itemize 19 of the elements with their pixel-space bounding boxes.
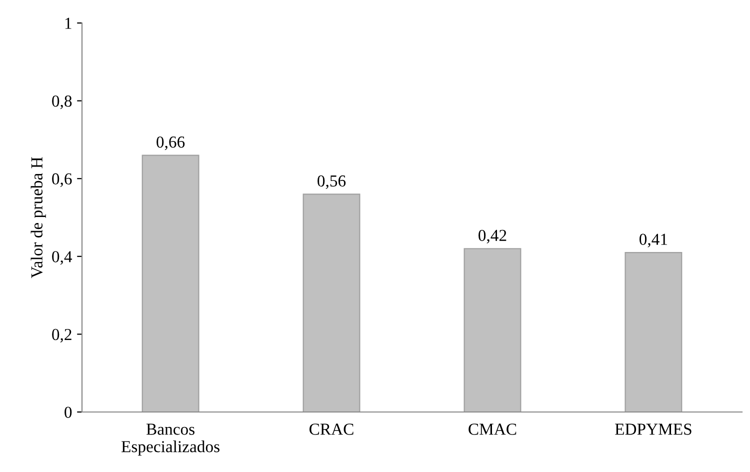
y-tick-label: 0,4 — [52, 251, 72, 265]
y-tick-label: 0,8 — [52, 96, 72, 110]
y-tick-label: 1 — [65, 18, 72, 29]
x-tick-label: EDPYMES — [615, 424, 692, 435]
x-tick-label: CMAC — [468, 424, 516, 435]
y-tick-label: 0,2 — [52, 328, 72, 343]
data-label: 0,56 — [318, 175, 346, 190]
bar — [464, 248, 522, 412]
data-label: 0,66 — [156, 136, 185, 150]
data-label: 0,41 — [640, 234, 668, 248]
bar — [624, 252, 682, 412]
bar — [142, 154, 200, 412]
y-tick-label: 0 — [64, 406, 72, 418]
x-tick-label: Bancos Especializados — [122, 424, 220, 456]
data-label: 0,42 — [478, 230, 506, 244]
x-tick-label: CRAC — [310, 424, 354, 435]
y-axis-title: Valor de prueba H — [30, 157, 46, 278]
y-tick-label: 0,6 — [52, 173, 72, 187]
bar — [302, 194, 360, 412]
